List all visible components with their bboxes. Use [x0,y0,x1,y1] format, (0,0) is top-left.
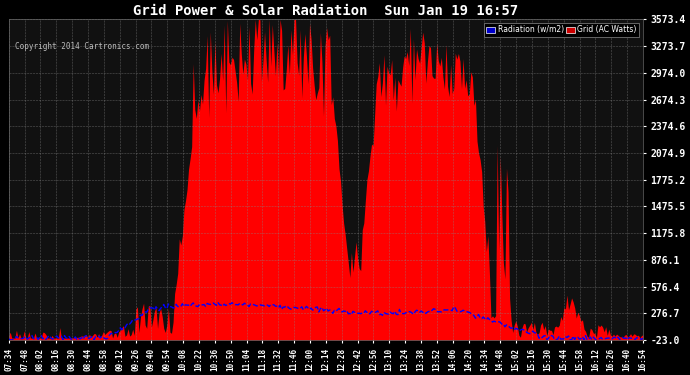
Title: Grid Power & Solar Radiation  Sun Jan 19 16:57: Grid Power & Solar Radiation Sun Jan 19 … [133,4,518,18]
Legend: Radiation (w/m2), Grid (AC Watts): Radiation (w/m2), Grid (AC Watts) [484,23,639,37]
Text: Copyright 2014 Cartronics.com: Copyright 2014 Cartronics.com [15,42,149,51]
